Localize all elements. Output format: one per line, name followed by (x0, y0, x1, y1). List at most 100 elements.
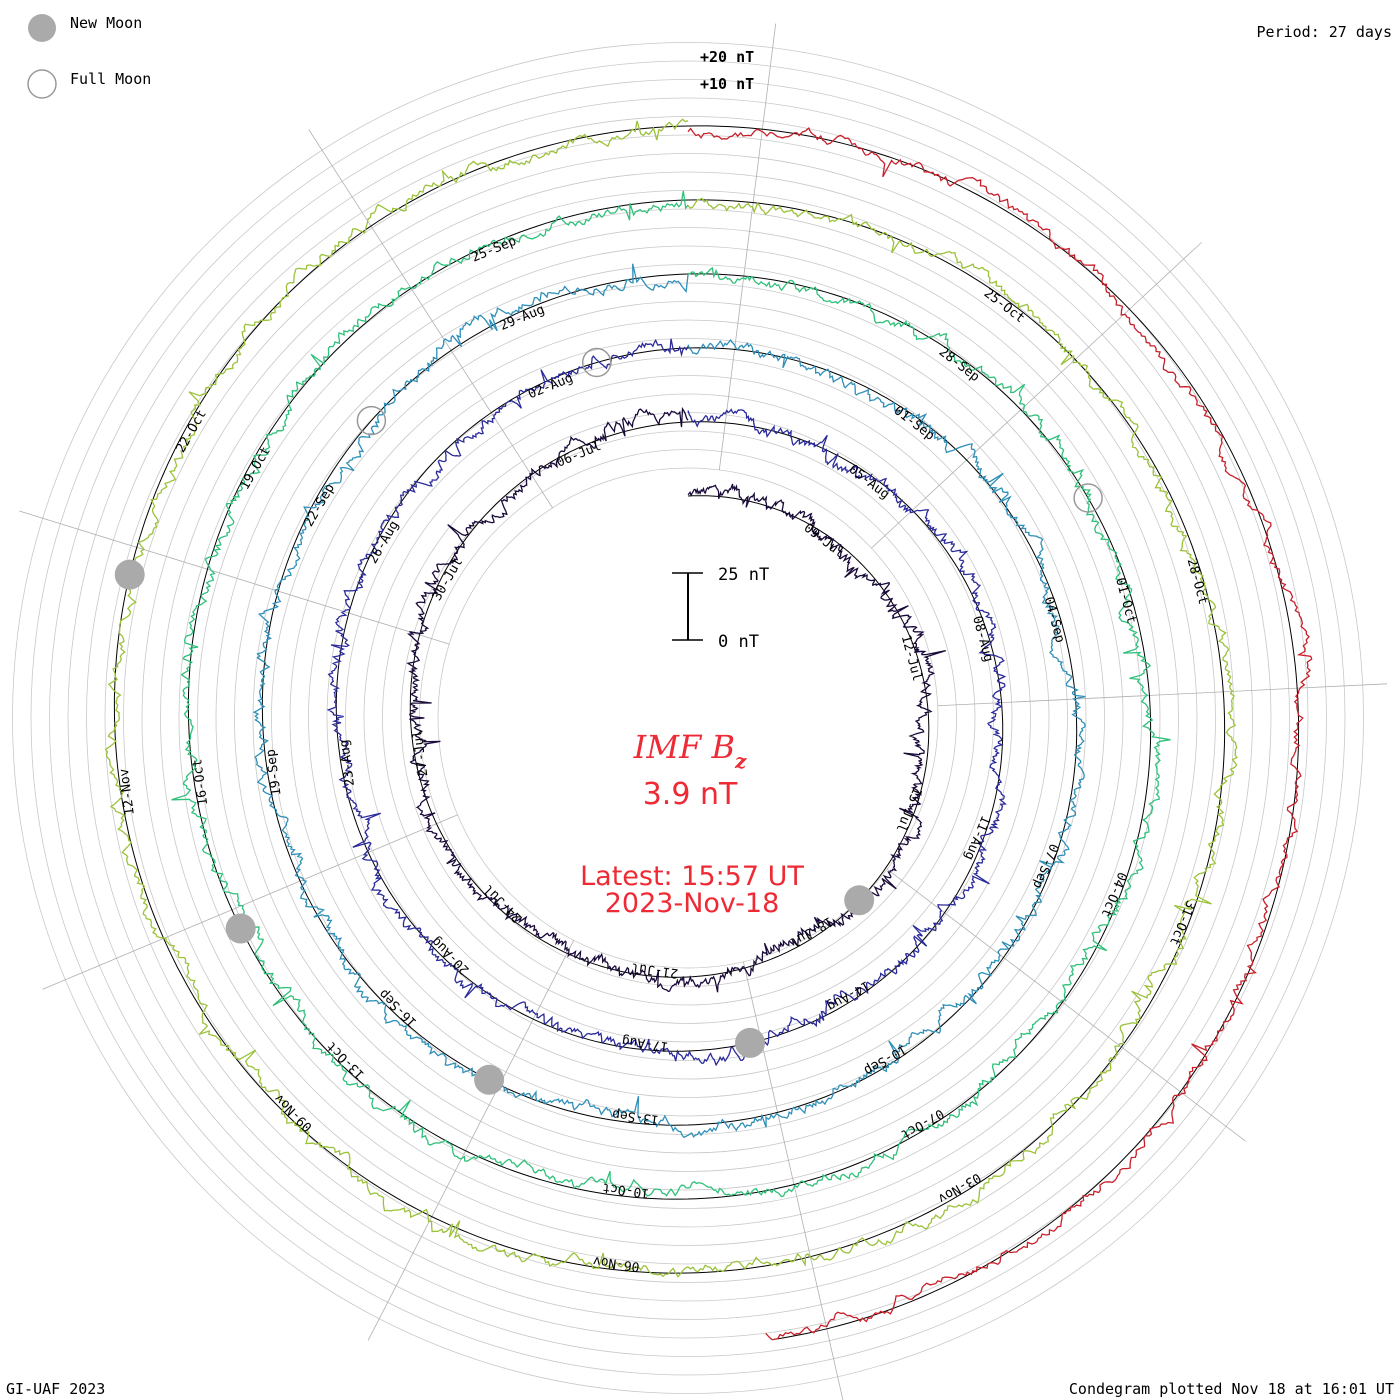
grid-ring (326, 356, 1050, 1080)
date-label: 30-Jul (430, 555, 466, 603)
date-label: 12-Jul (898, 634, 925, 683)
date-label: 21-Jul (631, 959, 680, 980)
grid-spoke (718, 23, 777, 471)
scale-bar: 25 nT 0 nT (672, 565, 769, 652)
grid-ring (67, 97, 1309, 1339)
date-label: 26-Aug (366, 518, 402, 566)
chart-title-subscript: z (734, 749, 747, 773)
chart-title-main: IMF B (633, 728, 735, 766)
grid-ring (437, 467, 939, 969)
trace-cycle-3 (252, 263, 1086, 1139)
date-label: 24-Jul (481, 881, 525, 925)
new-moon-legend-icon (28, 14, 56, 42)
grid-ring (345, 375, 1031, 1061)
grid-ring (160, 190, 1216, 1246)
new-moon-marker (844, 885, 875, 916)
date-label: 01-Sep (891, 403, 938, 444)
date-label: 17-Aug (621, 1033, 670, 1054)
footer-credit: GI-UAF 2023 (6, 1380, 105, 1398)
full-moon-marker (356, 405, 387, 436)
date-label: 27-Jul (410, 729, 431, 778)
date-label: 11-Aug (961, 813, 993, 862)
moon-markers-layer (114, 347, 1103, 1095)
date-label: 07-Oct (898, 1105, 946, 1141)
grid-ring (363, 393, 1013, 1043)
date-label: 09-Jul (801, 521, 847, 561)
date-label: 14-Aug (824, 977, 872, 1013)
grid-ring (382, 412, 994, 1024)
date-label: 09-Nov (272, 1090, 316, 1134)
grid-ring (289, 319, 1087, 1117)
new-moon-marker (735, 1027, 765, 1058)
grid-ring (234, 264, 1142, 1172)
legend: New Moon Full Moon (27, 14, 151, 99)
grid-ring (12, 42, 1364, 1394)
current-value: 3.9 nT (643, 777, 738, 812)
date-label: 19-Sep (264, 748, 285, 797)
date-label: 04-Sep (1041, 595, 1068, 644)
full-moon-marker (1073, 483, 1103, 513)
grid-spoke (937, 683, 1388, 707)
new-moon-marker (225, 913, 256, 944)
new-moon-marker (474, 1064, 505, 1095)
trace-cycle-4 (171, 190, 1171, 1198)
new-moon-legend-label: New Moon (70, 14, 142, 32)
grid-ring (49, 79, 1327, 1357)
scale-bar-bottom-label: 0 nT (718, 632, 759, 652)
date-label: 19-Oct (237, 444, 273, 492)
date-label: 28-Sep (936, 345, 983, 386)
grid-spoke (42, 814, 458, 990)
grid-ring (104, 134, 1272, 1302)
date-label: 28-Oct (1184, 557, 1211, 606)
grid-spoke (886, 868, 1246, 1142)
full-moon-legend-icon (27, 69, 57, 99)
trace-cycle-6 (687, 127, 1313, 1341)
date-label: 18-Jul (787, 913, 835, 949)
date-label: 04-Oct (1098, 870, 1130, 919)
scale-bar-top-label: 25 nT (718, 565, 769, 585)
date-label: 03-Nov (935, 1169, 983, 1206)
baseline-layer (113, 125, 1300, 1340)
date-label: 13-Oct (324, 1038, 368, 1082)
trace-cycle-2 (326, 338, 1007, 1067)
latest-time: Latest: 15:57 UT (580, 861, 804, 892)
grid-ring (271, 301, 1105, 1135)
period-label: Period: 27 days (1257, 23, 1392, 41)
scale-label-plus10: +10 nT (700, 75, 754, 93)
chart-title: IMF Bz (633, 728, 747, 773)
grid-ring (308, 338, 1068, 1098)
grid-ring (123, 153, 1253, 1283)
baseline-cycle-5 (113, 125, 1226, 1274)
latest-date: 2023-Nov-18 (605, 888, 780, 919)
trace-cycle-5 (104, 118, 1238, 1278)
grid-spoke (19, 510, 450, 645)
date-label: 07-Sep (1029, 841, 1061, 890)
date-label: 22-Sep (302, 481, 339, 529)
full-moon-legend-label: Full Moon (70, 70, 151, 88)
grid-spoke (308, 129, 553, 509)
grid-ring (178, 208, 1198, 1228)
date-label: 10-Oct (602, 1179, 651, 1200)
grid-ring (215, 245, 1161, 1191)
trace-cycle-1 (406, 406, 946, 993)
baseline-cycle-2 (335, 347, 1004, 1052)
grid-ring (30, 60, 1346, 1376)
grid-ring (86, 116, 1290, 1320)
grid-ring (141, 171, 1235, 1265)
date-label: 16-Oct (190, 758, 211, 807)
date-label: 16-Sep (376, 986, 420, 1030)
date-label: 01-Oct (1112, 576, 1139, 625)
scale-label-plus20: +20 nT (700, 48, 754, 66)
grid-layer (12, 23, 1388, 1400)
date-label: 10-Sep (861, 1041, 909, 1078)
baseline-cycle-6 (687, 125, 1300, 1340)
grid-ring (252, 282, 1124, 1154)
full-moon-marker (581, 347, 612, 378)
footer-plot-time: Condegram plotted Nov 18 at 16:01 UT (1069, 1380, 1394, 1398)
traces-layer (104, 118, 1313, 1341)
grid-ring (197, 227, 1179, 1209)
grid-ring (400, 430, 976, 1006)
date-label: 06-Nov (592, 1253, 641, 1274)
date-label: 31-Oct (1166, 898, 1198, 947)
date-label: 13-Sep (611, 1106, 660, 1127)
